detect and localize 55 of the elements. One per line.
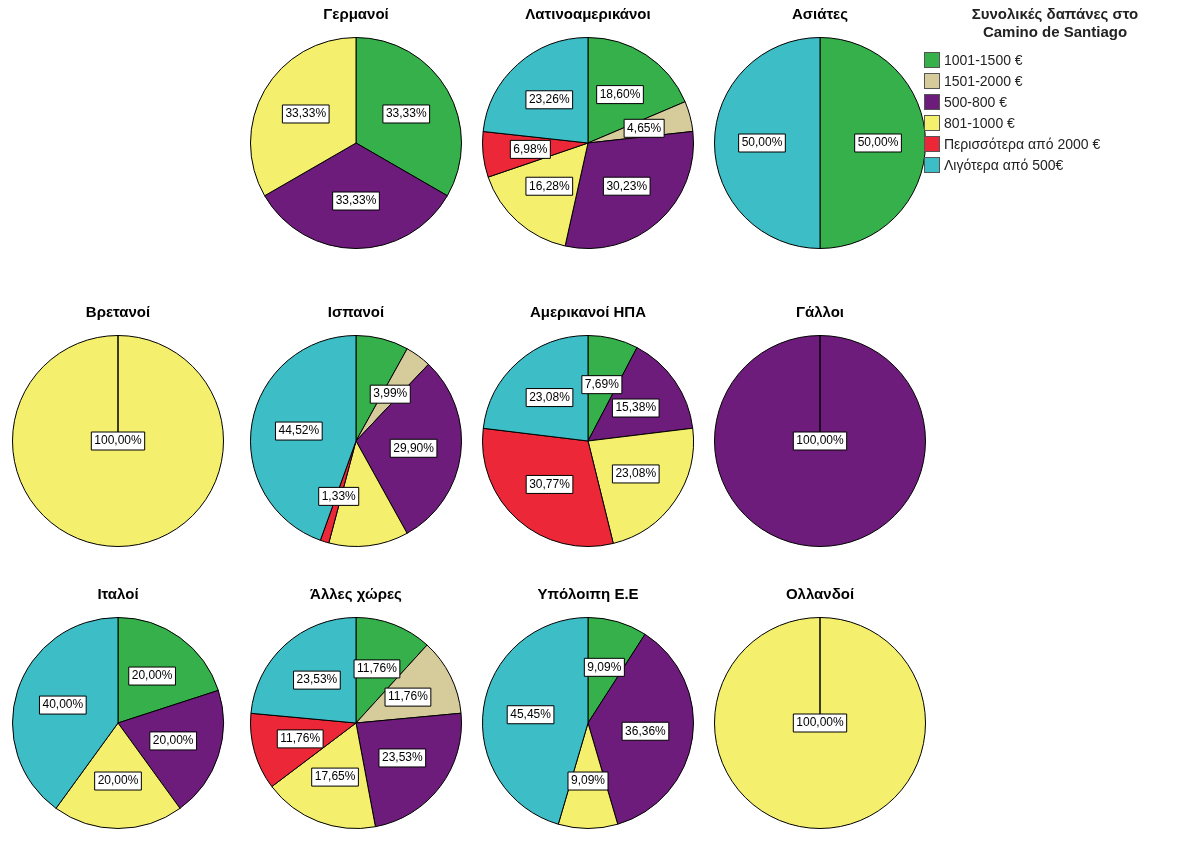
data-label: 23,08% xyxy=(615,466,657,481)
data-label: 33,33% xyxy=(335,193,377,208)
data-label: 20,00% xyxy=(131,668,173,683)
data-label: 45,45% xyxy=(510,707,552,722)
chart-title: Άλλες χώρες xyxy=(309,585,403,602)
data-label: 16,28% xyxy=(528,178,570,193)
data-label: 33,33% xyxy=(285,106,327,121)
data-label: 100,00% xyxy=(796,715,845,730)
legend-label: 801-1000 € xyxy=(944,114,1015,131)
data-label: 29,90% xyxy=(393,440,435,455)
data-label: 36,36% xyxy=(625,723,667,738)
chart-title: Ιταλοί xyxy=(96,585,140,602)
data-label: 20,00% xyxy=(152,733,194,748)
data-label: 9,09% xyxy=(570,773,606,788)
data-label: 50,00% xyxy=(857,135,899,150)
data-label: 30,77% xyxy=(529,476,571,491)
chart-title: Ισπανοί xyxy=(326,303,386,320)
data-label: 44,52% xyxy=(278,423,320,438)
data-label: 11,76% xyxy=(280,731,321,746)
data-label: 100,00% xyxy=(94,433,143,448)
data-label: 4,65% xyxy=(627,120,662,135)
chart-title: Λατινοαμερικάνοι xyxy=(524,5,652,22)
data-label: 20,00% xyxy=(97,773,139,788)
data-label: 9,09% xyxy=(587,659,622,674)
chart-title: Αμερικανοί ΗΠΑ xyxy=(529,303,647,320)
legend-label: Λιγότερα από 500€ xyxy=(944,156,1064,173)
data-label: 23,53% xyxy=(296,672,338,687)
data-label: 23,53% xyxy=(381,750,423,765)
legend-label: 1001-1500 € xyxy=(944,51,1023,68)
chart-title: Γερμανοί xyxy=(322,5,390,22)
data-label: 11,76% xyxy=(357,661,398,676)
data-label: 11,76% xyxy=(388,689,429,704)
data-label: 7,69% xyxy=(584,376,620,391)
legend-label: Περισσότερα από 2000 € xyxy=(944,135,1101,152)
data-label: 50,00% xyxy=(741,135,783,150)
data-label: 17,65% xyxy=(314,769,356,784)
data-label: 40,00% xyxy=(42,697,84,712)
data-label: 23,08% xyxy=(529,389,571,404)
data-label: 18,60% xyxy=(599,86,641,101)
data-label: 3,99% xyxy=(373,386,408,401)
legend-label: 1501-2000 € xyxy=(944,72,1023,89)
chart-title: Βρετανοί xyxy=(84,303,152,320)
chart-title: Ασιάτες xyxy=(790,5,850,22)
data-label: 23,26% xyxy=(528,92,570,107)
legend-title: Συνολικές δαπάνες στο Camino de Santiago xyxy=(970,5,1140,41)
chart-title: Γάλλοι xyxy=(794,303,846,320)
data-label: 1,33% xyxy=(321,488,357,503)
data-label: 15,38% xyxy=(615,400,657,415)
data-label: 30,23% xyxy=(606,178,648,193)
legend-label: 500-800 € xyxy=(944,93,1008,110)
chart-title: Ολλανδοί xyxy=(784,585,856,602)
data-label: 100,00% xyxy=(796,433,845,448)
data-label: 6,98% xyxy=(513,141,548,156)
chart-title: Υπόλοιπη Ε.Ε xyxy=(536,585,640,602)
data-label: 33,33% xyxy=(385,106,427,121)
